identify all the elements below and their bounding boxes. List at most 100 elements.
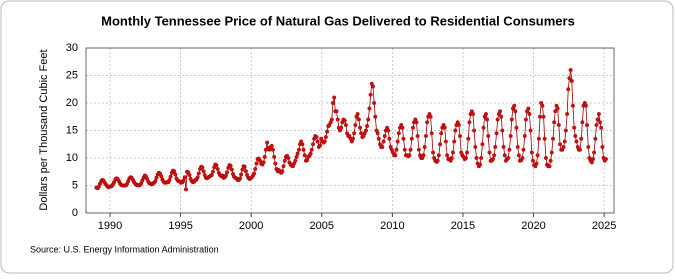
data-point bbox=[380, 144, 385, 149]
data-point bbox=[334, 109, 339, 114]
data-point bbox=[466, 136, 471, 141]
data-point bbox=[154, 175, 159, 180]
data-point bbox=[356, 117, 361, 122]
data-point bbox=[382, 133, 387, 138]
data-point bbox=[535, 153, 540, 158]
data-point bbox=[470, 111, 475, 116]
data-point bbox=[262, 154, 267, 159]
data-point bbox=[603, 157, 608, 162]
data-point bbox=[487, 150, 492, 155]
data-point bbox=[215, 166, 220, 171]
chart-title: Monthly Tennessee Price of Natural Gas D… bbox=[101, 13, 575, 28]
data-point bbox=[500, 128, 505, 133]
data-point bbox=[281, 164, 286, 169]
data-point bbox=[492, 153, 497, 158]
data-point bbox=[586, 144, 591, 149]
data-point bbox=[431, 150, 436, 155]
data-point bbox=[273, 161, 278, 166]
data-point bbox=[570, 103, 575, 108]
data-point bbox=[569, 78, 574, 83]
data-point bbox=[495, 117, 500, 122]
data-point bbox=[408, 147, 413, 152]
data-point bbox=[400, 125, 405, 130]
chart-border bbox=[0, 0, 674, 274]
data-point bbox=[366, 117, 371, 122]
data-point bbox=[225, 170, 230, 175]
data-point bbox=[282, 158, 287, 163]
data-point bbox=[367, 106, 372, 111]
data-point bbox=[187, 173, 192, 178]
data-point bbox=[553, 109, 558, 114]
data-point bbox=[508, 133, 513, 138]
data-point bbox=[577, 147, 582, 152]
data-point bbox=[253, 166, 258, 171]
data-point bbox=[516, 153, 521, 158]
data-point bbox=[210, 169, 215, 174]
data-point bbox=[280, 169, 285, 174]
data-point bbox=[168, 174, 173, 179]
data-point bbox=[574, 139, 579, 144]
data-point bbox=[515, 144, 520, 149]
data-point bbox=[201, 169, 206, 174]
data-point bbox=[308, 151, 313, 156]
data-point bbox=[252, 171, 257, 176]
data-point bbox=[526, 106, 531, 111]
data-point bbox=[261, 160, 266, 165]
x-tick-label: 2020 bbox=[521, 220, 545, 232]
data-point bbox=[529, 150, 534, 155]
data-point bbox=[498, 109, 503, 114]
x-tick-label: 2010 bbox=[380, 220, 404, 232]
data-point bbox=[474, 155, 479, 160]
data-point bbox=[481, 125, 486, 130]
data-point bbox=[435, 158, 440, 163]
data-point bbox=[522, 133, 527, 138]
data-point bbox=[358, 125, 363, 130]
data-point bbox=[363, 128, 368, 133]
x-tick-label: 2005 bbox=[310, 220, 334, 232]
data-point bbox=[456, 122, 461, 127]
data-point bbox=[580, 120, 585, 125]
data-point bbox=[214, 163, 219, 168]
data-point bbox=[407, 153, 412, 158]
data-point bbox=[563, 128, 568, 133]
data-point bbox=[478, 162, 483, 167]
data-point bbox=[395, 139, 400, 144]
data-point bbox=[318, 143, 323, 148]
data-point bbox=[309, 147, 314, 152]
data-point bbox=[452, 139, 457, 144]
data-point bbox=[480, 142, 485, 147]
data-point bbox=[396, 131, 401, 136]
data-point bbox=[315, 139, 320, 144]
data-point bbox=[294, 154, 299, 159]
data-point bbox=[323, 135, 328, 140]
y-axis-label: Dollars per Thousand Cubic Feet bbox=[38, 49, 50, 210]
data-point bbox=[596, 111, 601, 116]
plot-frame bbox=[85, 47, 615, 214]
data-point bbox=[314, 135, 319, 140]
data-point bbox=[371, 84, 376, 89]
data-point bbox=[523, 117, 528, 122]
data-point bbox=[355, 111, 360, 116]
data-point bbox=[527, 111, 532, 116]
data-point bbox=[393, 153, 398, 158]
data-point bbox=[375, 131, 380, 136]
data-point bbox=[485, 117, 490, 122]
data-point bbox=[436, 153, 441, 158]
data-point bbox=[416, 147, 421, 152]
data-point bbox=[305, 158, 310, 163]
data-point bbox=[573, 133, 578, 138]
data-point bbox=[173, 172, 178, 177]
data-point bbox=[506, 155, 511, 160]
data-point bbox=[543, 155, 548, 160]
data-point bbox=[556, 122, 561, 127]
data-point bbox=[530, 158, 535, 163]
data-point bbox=[329, 117, 334, 122]
data-point bbox=[592, 150, 597, 155]
data-point bbox=[494, 131, 499, 136]
data-point bbox=[540, 103, 545, 108]
data-point bbox=[269, 143, 274, 148]
data-point bbox=[387, 136, 392, 141]
data-point bbox=[200, 165, 205, 170]
data-point bbox=[301, 147, 306, 152]
data-point bbox=[229, 167, 234, 172]
